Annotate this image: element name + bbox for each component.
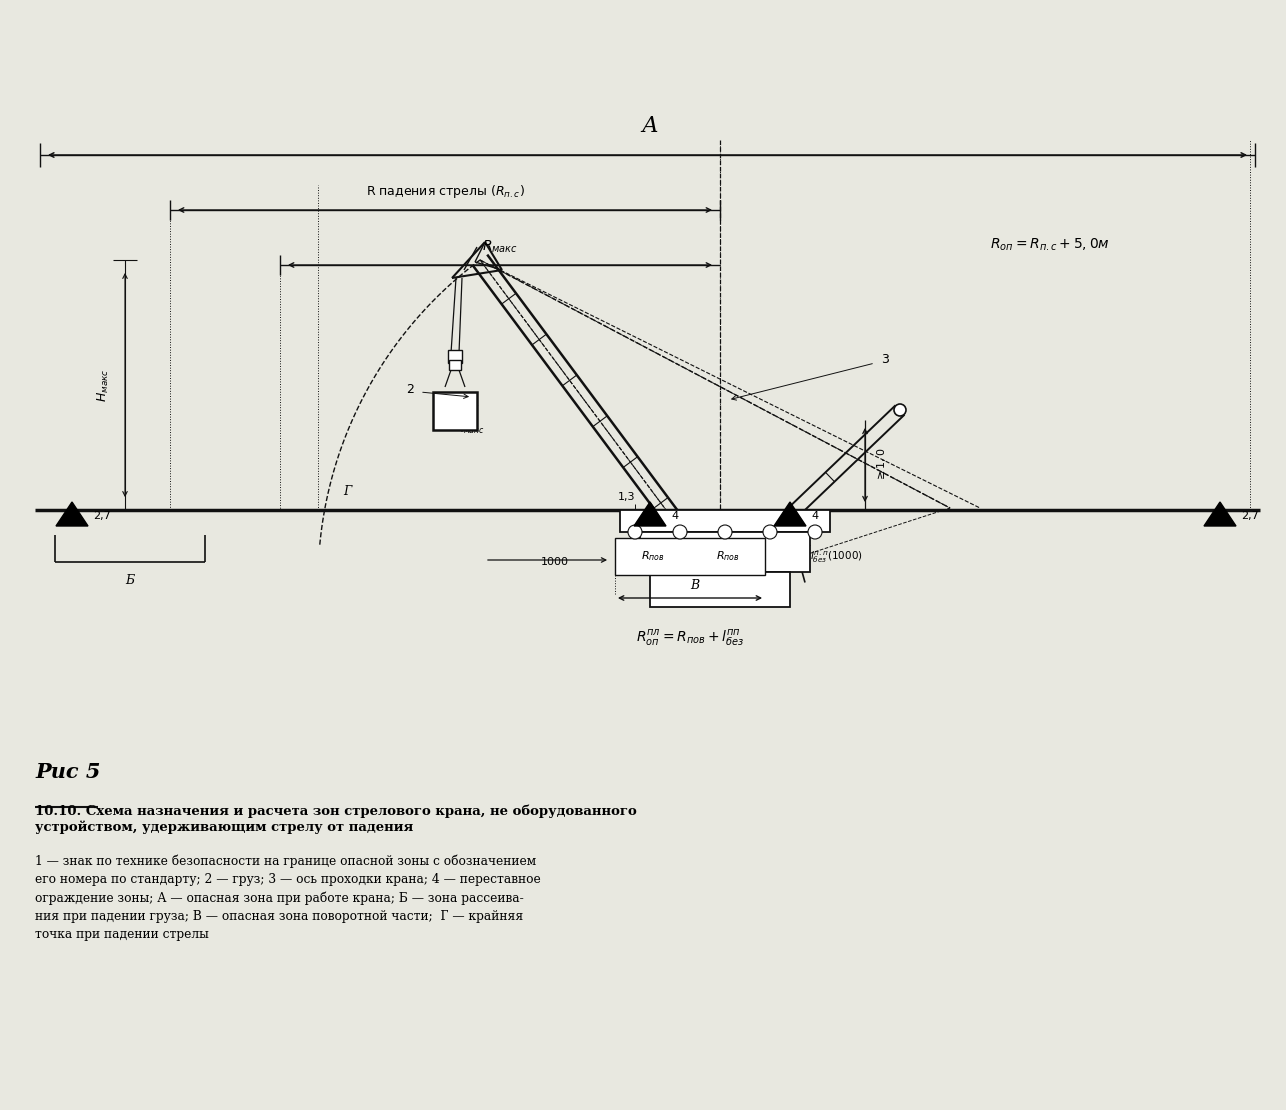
Text: 1000: 1000 — [541, 557, 568, 567]
Text: Б: Б — [126, 574, 135, 587]
Text: 4: 4 — [671, 512, 678, 522]
Text: $R_{оп}^{пл} = R_{пов} + l_{без}^{пп}$: $R_{оп}^{пл} = R_{пов} + l_{без}^{пп}$ — [635, 628, 745, 648]
Text: $H_{макс}$: $H_{макс}$ — [95, 369, 111, 402]
Circle shape — [763, 525, 777, 539]
Text: А: А — [642, 115, 658, 137]
Circle shape — [894, 404, 907, 416]
Text: $R_{макс}$: $R_{макс}$ — [482, 239, 518, 255]
Text: 1 — знак по технике безопасности на границе опасной зоны с обозначением
его номе: 1 — знак по технике безопасности на гран… — [35, 855, 540, 941]
Text: $\geq 1,0$: $\geq 1,0$ — [874, 447, 889, 483]
Text: 2: 2 — [406, 383, 414, 396]
Polygon shape — [57, 502, 87, 526]
Text: 4: 4 — [811, 512, 818, 522]
Text: $R_{оп} = R_{п.с}+5,0м$: $R_{оп} = R_{п.с}+5,0м$ — [990, 236, 1110, 253]
Text: В: В — [691, 579, 700, 592]
Text: Рис 5: Рис 5 — [35, 761, 100, 783]
Text: $R_{пов}$: $R_{пов}$ — [715, 549, 739, 564]
Text: $R_{пов}$: $R_{пов}$ — [640, 549, 665, 564]
Text: 1,3: 1,3 — [617, 492, 635, 502]
Bar — [620, 509, 829, 532]
Text: 3: 3 — [881, 353, 889, 366]
Polygon shape — [634, 502, 666, 526]
Bar — [615, 538, 765, 575]
Bar — [448, 350, 462, 363]
Circle shape — [628, 525, 642, 539]
Bar — [640, 532, 810, 572]
Text: $l_{макс}$: $l_{макс}$ — [460, 422, 485, 436]
Text: $l_{без}^{п.п}(1000)$: $l_{без}^{п.п}(1000)$ — [810, 549, 863, 565]
Bar — [433, 392, 477, 430]
Circle shape — [808, 525, 822, 539]
Bar — [449, 360, 460, 370]
Text: 10.10. Схема назначения и расчета зон стрелового крана, не оборудованного
устрой: 10.10. Схема назначения и расчета зон ст… — [35, 805, 637, 834]
Text: 2,7: 2,7 — [93, 512, 111, 522]
Circle shape — [718, 525, 732, 539]
Text: R падения стрелы ($R_{п.с}$): R падения стрелы ($R_{п.с}$) — [365, 183, 525, 200]
Polygon shape — [774, 502, 806, 526]
Bar — [649, 572, 790, 607]
Text: Г: Г — [343, 485, 351, 498]
Polygon shape — [1204, 502, 1236, 526]
Text: 2,7: 2,7 — [1241, 512, 1259, 522]
Circle shape — [673, 525, 687, 539]
